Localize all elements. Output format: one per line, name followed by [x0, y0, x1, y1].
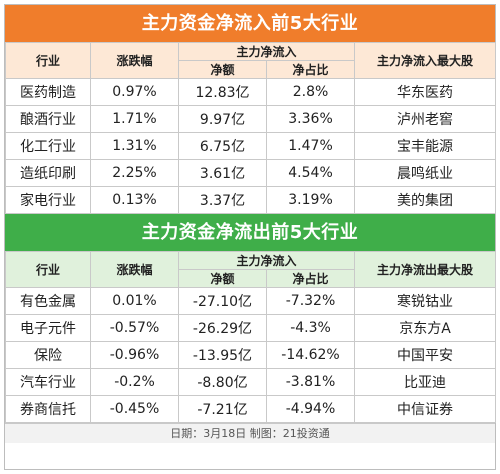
change-cell: -0.96%: [90, 341, 179, 369]
industry-cell: 家电行业: [5, 186, 91, 214]
inflow-title: 主力资金净流入前5大行业: [5, 5, 495, 42]
change-cell: 2.25%: [90, 159, 179, 187]
col-header-industry: 行业: [5, 42, 91, 79]
change-cell: -0.45%: [90, 395, 179, 423]
industry-cell: 医药制造: [5, 78, 91, 106]
change-cell: 1.31%: [90, 132, 179, 160]
change-cell: 0.13%: [90, 186, 179, 214]
col-header-net-flow: 主力净流入: [177, 251, 356, 270]
amount-cell: -8.80亿: [178, 368, 267, 396]
table-row: 保险 -0.96% -13.95亿 -14.62% 中国平安: [5, 341, 497, 369]
amount-cell: 3.37亿: [178, 186, 267, 214]
stock-cell: 比亚迪: [354, 368, 497, 396]
col-header-net-ratio: 净占比: [265, 60, 356, 79]
table-row: 造纸印刷 2.25% 3.61亿 4.54% 晨鸣纸业: [5, 159, 497, 187]
stock-cell: 京东方A: [354, 314, 497, 342]
amount-cell: 6.75亿: [178, 132, 267, 160]
table-row: 有色金属 0.01% -27.10亿 -7.32% 寒锐钴业: [5, 287, 497, 315]
fund-flow-sheet: 主力资金净流入前5大行业 行业 涨跌幅 主力净流入 主力净流入最大股 净额 净占…: [4, 4, 497, 470]
amount-cell: 12.83亿: [178, 78, 267, 106]
industry-cell: 券商信托: [5, 395, 91, 423]
change-cell: 1.71%: [90, 105, 179, 133]
col-header-top-stock: 主力净流出最大股: [354, 251, 497, 288]
change-cell: -0.2%: [90, 368, 179, 396]
stock-cell: 泸州老窖: [354, 105, 497, 133]
table-row: 酿酒行业 1.71% 9.97亿 3.36% 泸州老窖: [5, 105, 497, 133]
amount-cell: -7.21亿: [178, 395, 267, 423]
industry-cell: 化工行业: [5, 132, 91, 160]
outflow-header-row: 行业 涨跌幅 主力净流入 主力净流出最大股: [5, 251, 497, 288]
industry-cell: 酿酒行业: [5, 105, 91, 133]
ratio-cell: 3.36%: [265, 105, 356, 133]
industry-cell: 汽车行业: [5, 368, 91, 396]
ratio-cell: 3.19%: [265, 186, 356, 214]
table-row: 电子元件 -0.57% -26.29亿 -4.3% 京东方A: [5, 314, 497, 342]
change-cell: -0.57%: [90, 314, 179, 342]
col-header-net-flow: 主力净流入: [177, 42, 356, 61]
col-header-net-ratio: 净占比: [265, 269, 356, 288]
inflow-table: 行业 涨跌幅 主力净流入 主力净流入最大股 净额 净占比 医药制造 0.97% …: [5, 42, 497, 214]
col-header-net-amount: 净额: [178, 60, 267, 79]
table-row: 家电行业 0.13% 3.37亿 3.19% 美的集团: [5, 186, 497, 214]
outflow-table: 行业 涨跌幅 主力净流入 主力净流出最大股 净额 净占比 有色金属 0.01% …: [5, 251, 497, 423]
change-cell: 0.97%: [90, 78, 179, 106]
stock-cell: 华东医药: [354, 78, 497, 106]
col-header-industry: 行业: [5, 251, 91, 288]
ratio-cell: -4.3%: [265, 314, 356, 342]
table-row: 医药制造 0.97% 12.83亿 2.8% 华东医药: [5, 78, 497, 106]
amount-cell: -26.29亿: [178, 314, 267, 342]
ratio-cell: -7.32%: [265, 287, 356, 315]
ratio-cell: 2.8%: [265, 78, 356, 106]
change-cell: 0.01%: [90, 287, 179, 315]
col-header-change: 涨跌幅: [90, 42, 179, 79]
amount-cell: 9.97亿: [178, 105, 267, 133]
stock-cell: 晨鸣纸业: [354, 159, 497, 187]
stock-cell: 中国平安: [354, 341, 497, 369]
outflow-title: 主力资金净流出前5大行业: [5, 214, 495, 251]
ratio-cell: -14.62%: [265, 341, 356, 369]
amount-cell: -27.10亿: [178, 287, 267, 315]
source-footer: 日期：3月18日 制图：21投资通: [5, 423, 495, 443]
table-row: 券商信托 -0.45% -7.21亿 -4.94% 中信证券: [5, 395, 497, 423]
industry-cell: 有色金属: [5, 287, 91, 315]
amount-cell: 3.61亿: [178, 159, 267, 187]
stock-cell: 寒锐钴业: [354, 287, 497, 315]
industry-cell: 保险: [5, 341, 91, 369]
ratio-cell: 4.54%: [265, 159, 356, 187]
outflow-subheader-row: 净额 净占比: [6, 269, 496, 288]
stock-cell: 宝丰能源: [354, 132, 497, 160]
inflow-subheader-row: 净额 净占比: [6, 60, 496, 79]
stock-cell: 美的集团: [354, 186, 497, 214]
col-header-net-amount: 净额: [178, 269, 267, 288]
ratio-cell: -4.94%: [265, 395, 356, 423]
table-row: 化工行业 1.31% 6.75亿 1.47% 宝丰能源: [5, 132, 497, 160]
stock-cell: 中信证券: [354, 395, 497, 423]
industry-cell: 造纸印刷: [5, 159, 91, 187]
ratio-cell: 1.47%: [265, 132, 356, 160]
inflow-header-row: 行业 涨跌幅 主力净流入 主力净流入最大股: [5, 42, 497, 79]
col-header-top-stock: 主力净流入最大股: [354, 42, 497, 79]
ratio-cell: -3.81%: [265, 368, 356, 396]
industry-cell: 电子元件: [5, 314, 91, 342]
table-row: 汽车行业 -0.2% -8.80亿 -3.81% 比亚迪: [5, 368, 497, 396]
col-header-change: 涨跌幅: [90, 251, 179, 288]
amount-cell: -13.95亿: [178, 341, 267, 369]
